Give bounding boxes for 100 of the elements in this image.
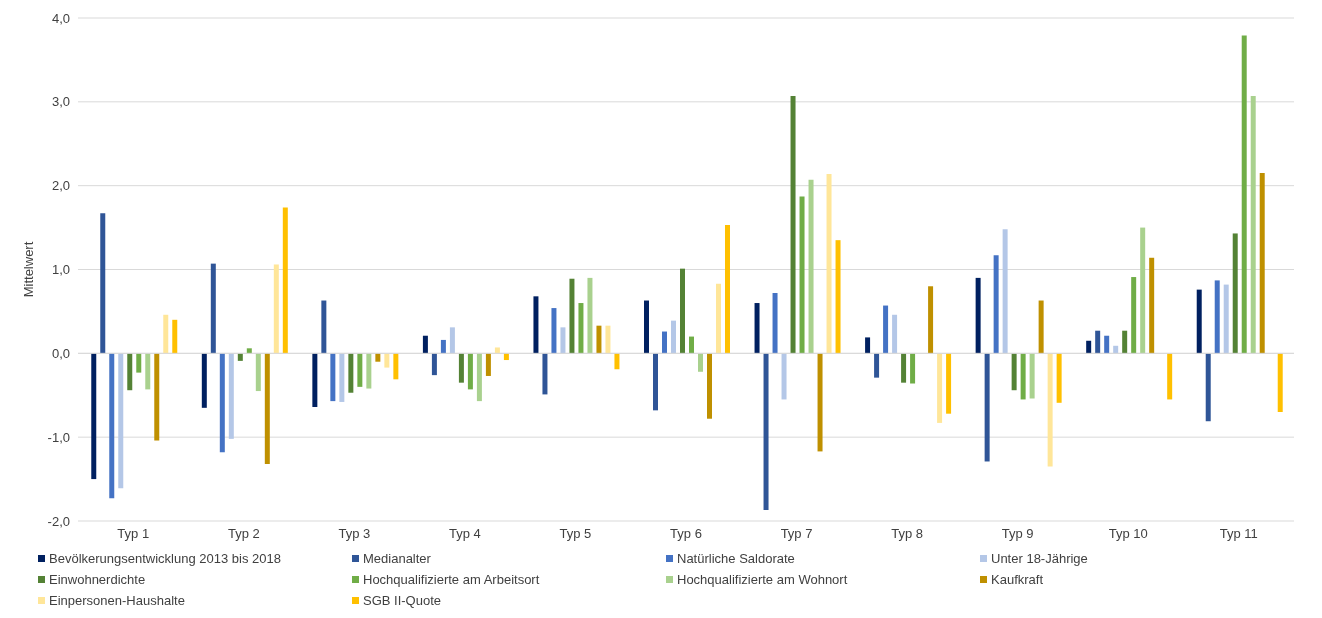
bar [661, 331, 667, 354]
bar [255, 353, 261, 392]
bar [901, 353, 907, 383]
bar [1011, 353, 1017, 391]
bar [715, 283, 721, 354]
bar [136, 353, 142, 373]
bar [1241, 35, 1247, 354]
bar [282, 207, 288, 354]
bar [228, 353, 234, 439]
legend-label: Einpersonen-Haushalte [49, 593, 185, 608]
bar [1038, 300, 1044, 354]
bar [449, 327, 455, 354]
legend-label: Unter 18-Jährige [991, 551, 1088, 566]
bar [781, 353, 787, 400]
bar [494, 347, 500, 354]
bar [264, 353, 270, 464]
bar [605, 325, 611, 354]
bar [467, 353, 473, 390]
bar [808, 179, 814, 354]
bar [458, 353, 464, 383]
x-tick-label: Typ 4 [449, 526, 481, 542]
bar [393, 353, 399, 380]
bar [154, 353, 160, 441]
bar [799, 196, 805, 354]
y-tick-label: -1,0 [47, 429, 70, 445]
bar [533, 296, 539, 354]
bar [614, 353, 620, 370]
y-tick-label: 4,0 [51, 10, 70, 26]
bar [763, 353, 769, 511]
bar [790, 95, 796, 354]
bar [219, 353, 225, 453]
bar [431, 353, 437, 376]
y-tick-label: 1,0 [51, 262, 70, 278]
bar [118, 353, 124, 489]
bar [1149, 257, 1155, 354]
bar [587, 277, 593, 354]
y-tick-label: -2,0 [47, 513, 70, 529]
bar [560, 327, 566, 354]
bar [1029, 353, 1035, 399]
bar [1232, 233, 1238, 354]
x-tick-label: Typ 2 [227, 526, 260, 542]
bar [596, 325, 602, 354]
bar [1131, 277, 1137, 354]
y-tick-label: 0,0 [51, 345, 70, 361]
x-tick-label: Typ 10 [1108, 526, 1148, 542]
bar [883, 305, 889, 354]
y-tick-label: 2,0 [51, 178, 70, 194]
bar [172, 319, 178, 354]
bar [91, 353, 97, 480]
legend-label: Hochqualifizierte am Arbeitsort [363, 572, 540, 587]
bar [993, 255, 999, 354]
bar [551, 308, 557, 354]
bar [1113, 345, 1119, 354]
bar [321, 300, 327, 354]
bar [975, 277, 981, 354]
legend-label: SGB II-Quote [363, 593, 442, 608]
y-tick-label: 3,0 [51, 94, 70, 110]
legend-label: Bevölkerungsentwicklung 2013 bis 2018 [49, 551, 281, 566]
bar [485, 353, 491, 376]
legend-label: Medianalter [363, 551, 431, 566]
bar [928, 286, 934, 354]
bar [865, 337, 871, 354]
bar [163, 314, 169, 354]
bar [984, 353, 990, 462]
bar [946, 353, 952, 414]
legend-label: Kaufkraft [991, 572, 1044, 587]
bar [724, 225, 730, 354]
bar [1223, 284, 1229, 354]
bar [476, 353, 482, 402]
bar [835, 240, 841, 354]
bar [237, 353, 243, 361]
bar [1047, 353, 1053, 467]
bar [578, 303, 584, 354]
x-tick-label: Typ 5 [559, 526, 592, 542]
bar [1214, 280, 1220, 354]
x-tick-label: Typ 3 [338, 526, 371, 542]
bar [1002, 229, 1008, 354]
bar [670, 320, 676, 354]
bar [1056, 353, 1062, 403]
bar [330, 353, 336, 402]
bar [1140, 227, 1146, 354]
bar [542, 353, 548, 395]
legend-label: Hochqualifizierte am Wohnort [677, 572, 848, 587]
bar [422, 335, 428, 354]
bar [312, 353, 318, 407]
y-axis-title: Mittelwert [20, 241, 36, 298]
bar [246, 348, 252, 354]
bar [1104, 335, 1110, 354]
bar [375, 353, 381, 362]
x-tick-label: Typ 8 [891, 526, 923, 542]
bar [569, 278, 575, 354]
bar [652, 353, 658, 411]
x-tick-label: Typ 1 [117, 526, 150, 542]
bar [127, 353, 133, 391]
bar [1196, 289, 1202, 354]
x-tick-label: Typ 7 [780, 526, 813, 542]
bar [384, 353, 390, 368]
bar [817, 353, 823, 452]
bar [874, 353, 880, 378]
bar [1277, 353, 1283, 413]
